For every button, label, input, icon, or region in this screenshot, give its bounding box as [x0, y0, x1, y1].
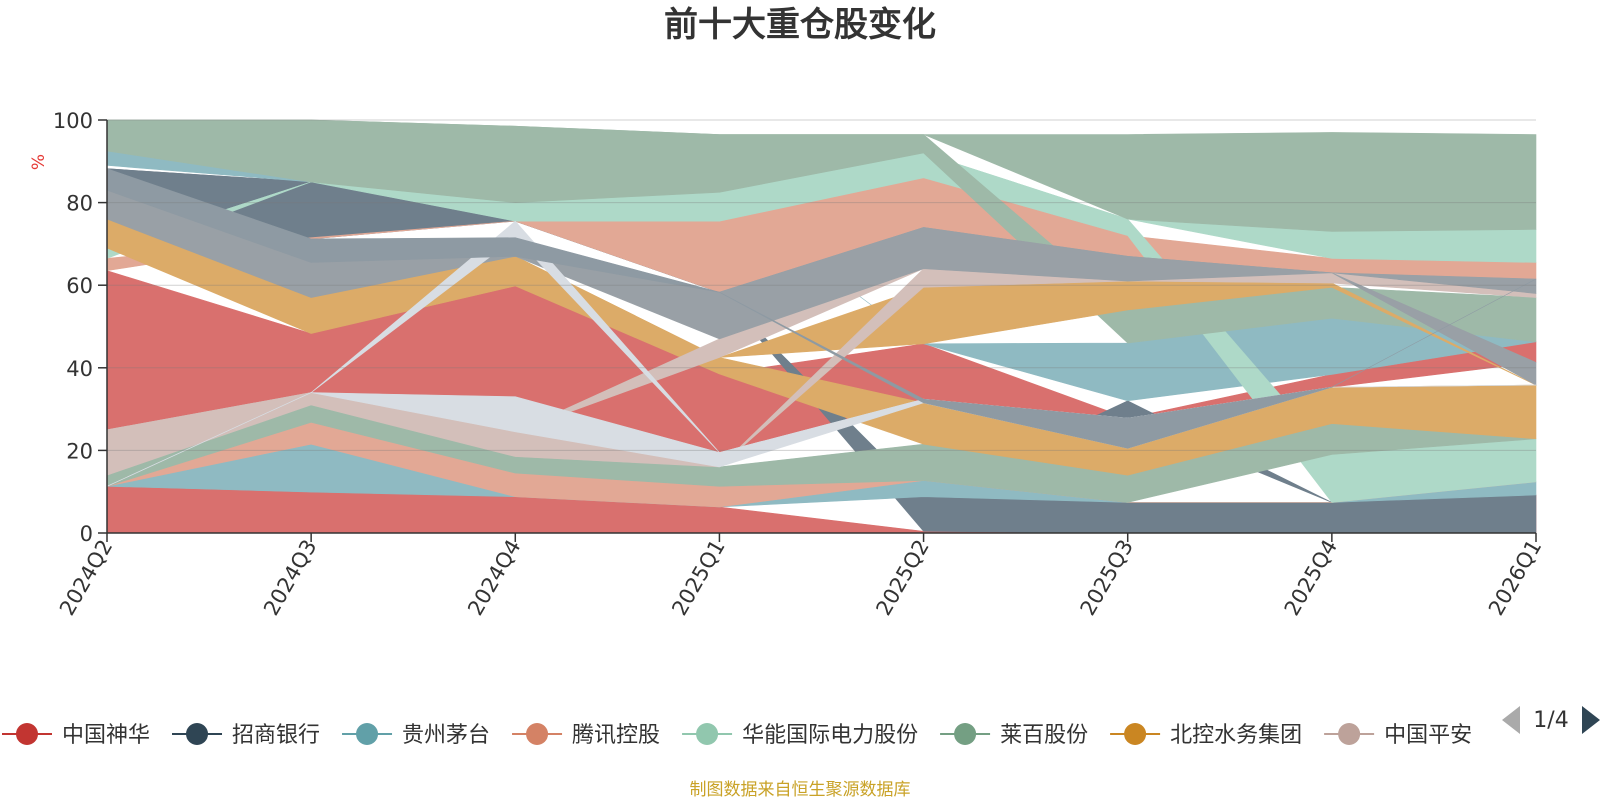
pager-text: 1/4: [1533, 708, 1568, 733]
x-tick-label-7: 2026Q1: [1484, 536, 1546, 620]
series-10-band-0[interactable]: [106, 168, 1537, 449]
legend-label-1: 招商银行: [232, 723, 320, 748]
legend-item-2[interactable]: 贵州茅台: [342, 723, 490, 748]
legend: 中国神华 招商银行 贵州茅台 腾讯控股 华能国际电力股份 莱百股份 北控水务集团 中国平安: [2, 723, 1472, 748]
legend-item-3[interactable]: 腾讯控股: [512, 723, 660, 748]
y-tick-label-4: 80: [66, 192, 93, 216]
legend-marker-6: [1124, 723, 1147, 745]
y-tick-label-5: 100: [53, 109, 93, 133]
x-tick-label-5: 2025Q3: [1076, 536, 1138, 620]
chart-title: 前十大重仓股变化: [664, 5, 936, 45]
x-tick-label-1: 2024Q3: [259, 536, 321, 620]
legend-item-1[interactable]: 招商银行: [172, 723, 320, 748]
x-axis: 2024Q2 2024Q3 2024Q4 2025Q1 2025Q2 2025Q3 2025…: [55, 532, 1546, 620]
y-tick-label-3: 60: [66, 274, 93, 298]
x-tick-label-0: 2024Q2: [55, 536, 117, 620]
legend-label-7: 中国平安: [1384, 723, 1472, 748]
legend-marker-7: [1338, 723, 1361, 745]
legend-item-6[interactable]: 北控水务集团: [1110, 723, 1302, 748]
plot-areas: [106, 119, 1537, 534]
y-tick-label-2: 40: [66, 357, 93, 381]
series-9-area: [106, 220, 1537, 487]
legend-item-7[interactable]: 中国平安: [1324, 723, 1472, 748]
x-tick-label-6: 2025Q4: [1280, 536, 1342, 620]
legend-marker-1: [186, 723, 209, 745]
legend-marker-2: [356, 723, 379, 745]
legend-marker-4: [696, 723, 719, 745]
y-tick-label-1: 20: [66, 439, 93, 463]
legend-item-5[interactable]: 莱百股份: [940, 723, 1088, 748]
data-source-note: 制图数据来自恒生聚源数据库: [690, 780, 911, 800]
series-10-area: [106, 168, 1537, 449]
pager-prev-icon[interactable]: [1502, 706, 1520, 734]
legend-item-4[interactable]: 华能国际电力股份: [682, 723, 918, 748]
series-5-band-2[interactable]: [107, 119, 1537, 232]
x-tick-label-3: 2025Q1: [667, 536, 729, 620]
legend-label-6: 北控水务集团: [1170, 723, 1302, 748]
legend-items: 中国神华 招商银行 贵州茅台 腾讯控股 华能国际电力股份 莱百股份 北控水务集团 中国平安: [2, 723, 1472, 748]
legend-pager: 1/4: [1502, 706, 1600, 734]
legend-label-2: 贵州茅台: [402, 723, 490, 748]
legend-marker-5: [954, 723, 977, 745]
x-tick-label-4: 2025Q2: [871, 536, 933, 620]
legend-marker-0: [16, 723, 38, 745]
pager-next-icon[interactable]: [1582, 706, 1600, 734]
legend-label-5: 莱百股份: [1000, 723, 1088, 748]
y-axis-unit: %: [29, 154, 49, 170]
y-tick-label-0: 0: [80, 522, 93, 546]
legend-item-0[interactable]: 中国神华: [2, 723, 150, 748]
legend-label-4: 华能国际电力股份: [742, 723, 918, 748]
x-tick-label-2: 2024Q4: [463, 536, 525, 620]
legend-label-0: 中国神华: [62, 723, 150, 748]
legend-label-3: 腾讯控股: [572, 723, 660, 748]
series-9-band-1[interactable]: [106, 220, 1537, 487]
y-axis: 0 20 40 60 80 100: [53, 109, 108, 546]
legend-marker-3: [526, 723, 549, 745]
